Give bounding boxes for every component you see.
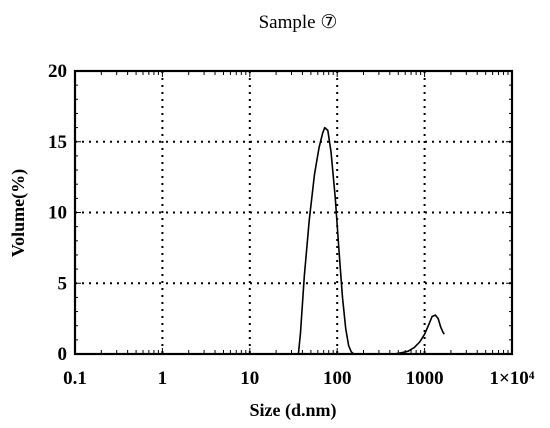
y-tick-label: 15 [48,132,67,153]
plot-frame [73,69,514,356]
x-axis-label: Size (d.nm) [250,400,337,421]
series-lines [127,126,445,355]
y-tick-label: 0 [58,344,68,365]
x-tick-label: 100 [323,368,352,389]
y-tick-label: 5 [58,273,68,294]
grid-lines [75,71,512,354]
x-tick-labels: 0.1 1 10 100 1000 1×10⁴ [63,368,535,389]
y-tick-label: 10 [48,203,67,224]
y-tick-labels: 0 5 10 15 20 [48,61,67,365]
x-tick-label: 1×10⁴ [489,368,534,389]
chart-title: Sample ⑦ [259,12,338,33]
x-tick-label: 0.1 [63,368,87,389]
x-tick-label: 1000 [406,368,444,389]
y-tick-label: 20 [48,61,67,82]
x-tick-label: 1 [158,368,168,389]
x-tick-label: 10 [240,368,259,389]
series-line-2 [353,314,445,355]
y-axis-label: Volume(%) [8,169,29,257]
